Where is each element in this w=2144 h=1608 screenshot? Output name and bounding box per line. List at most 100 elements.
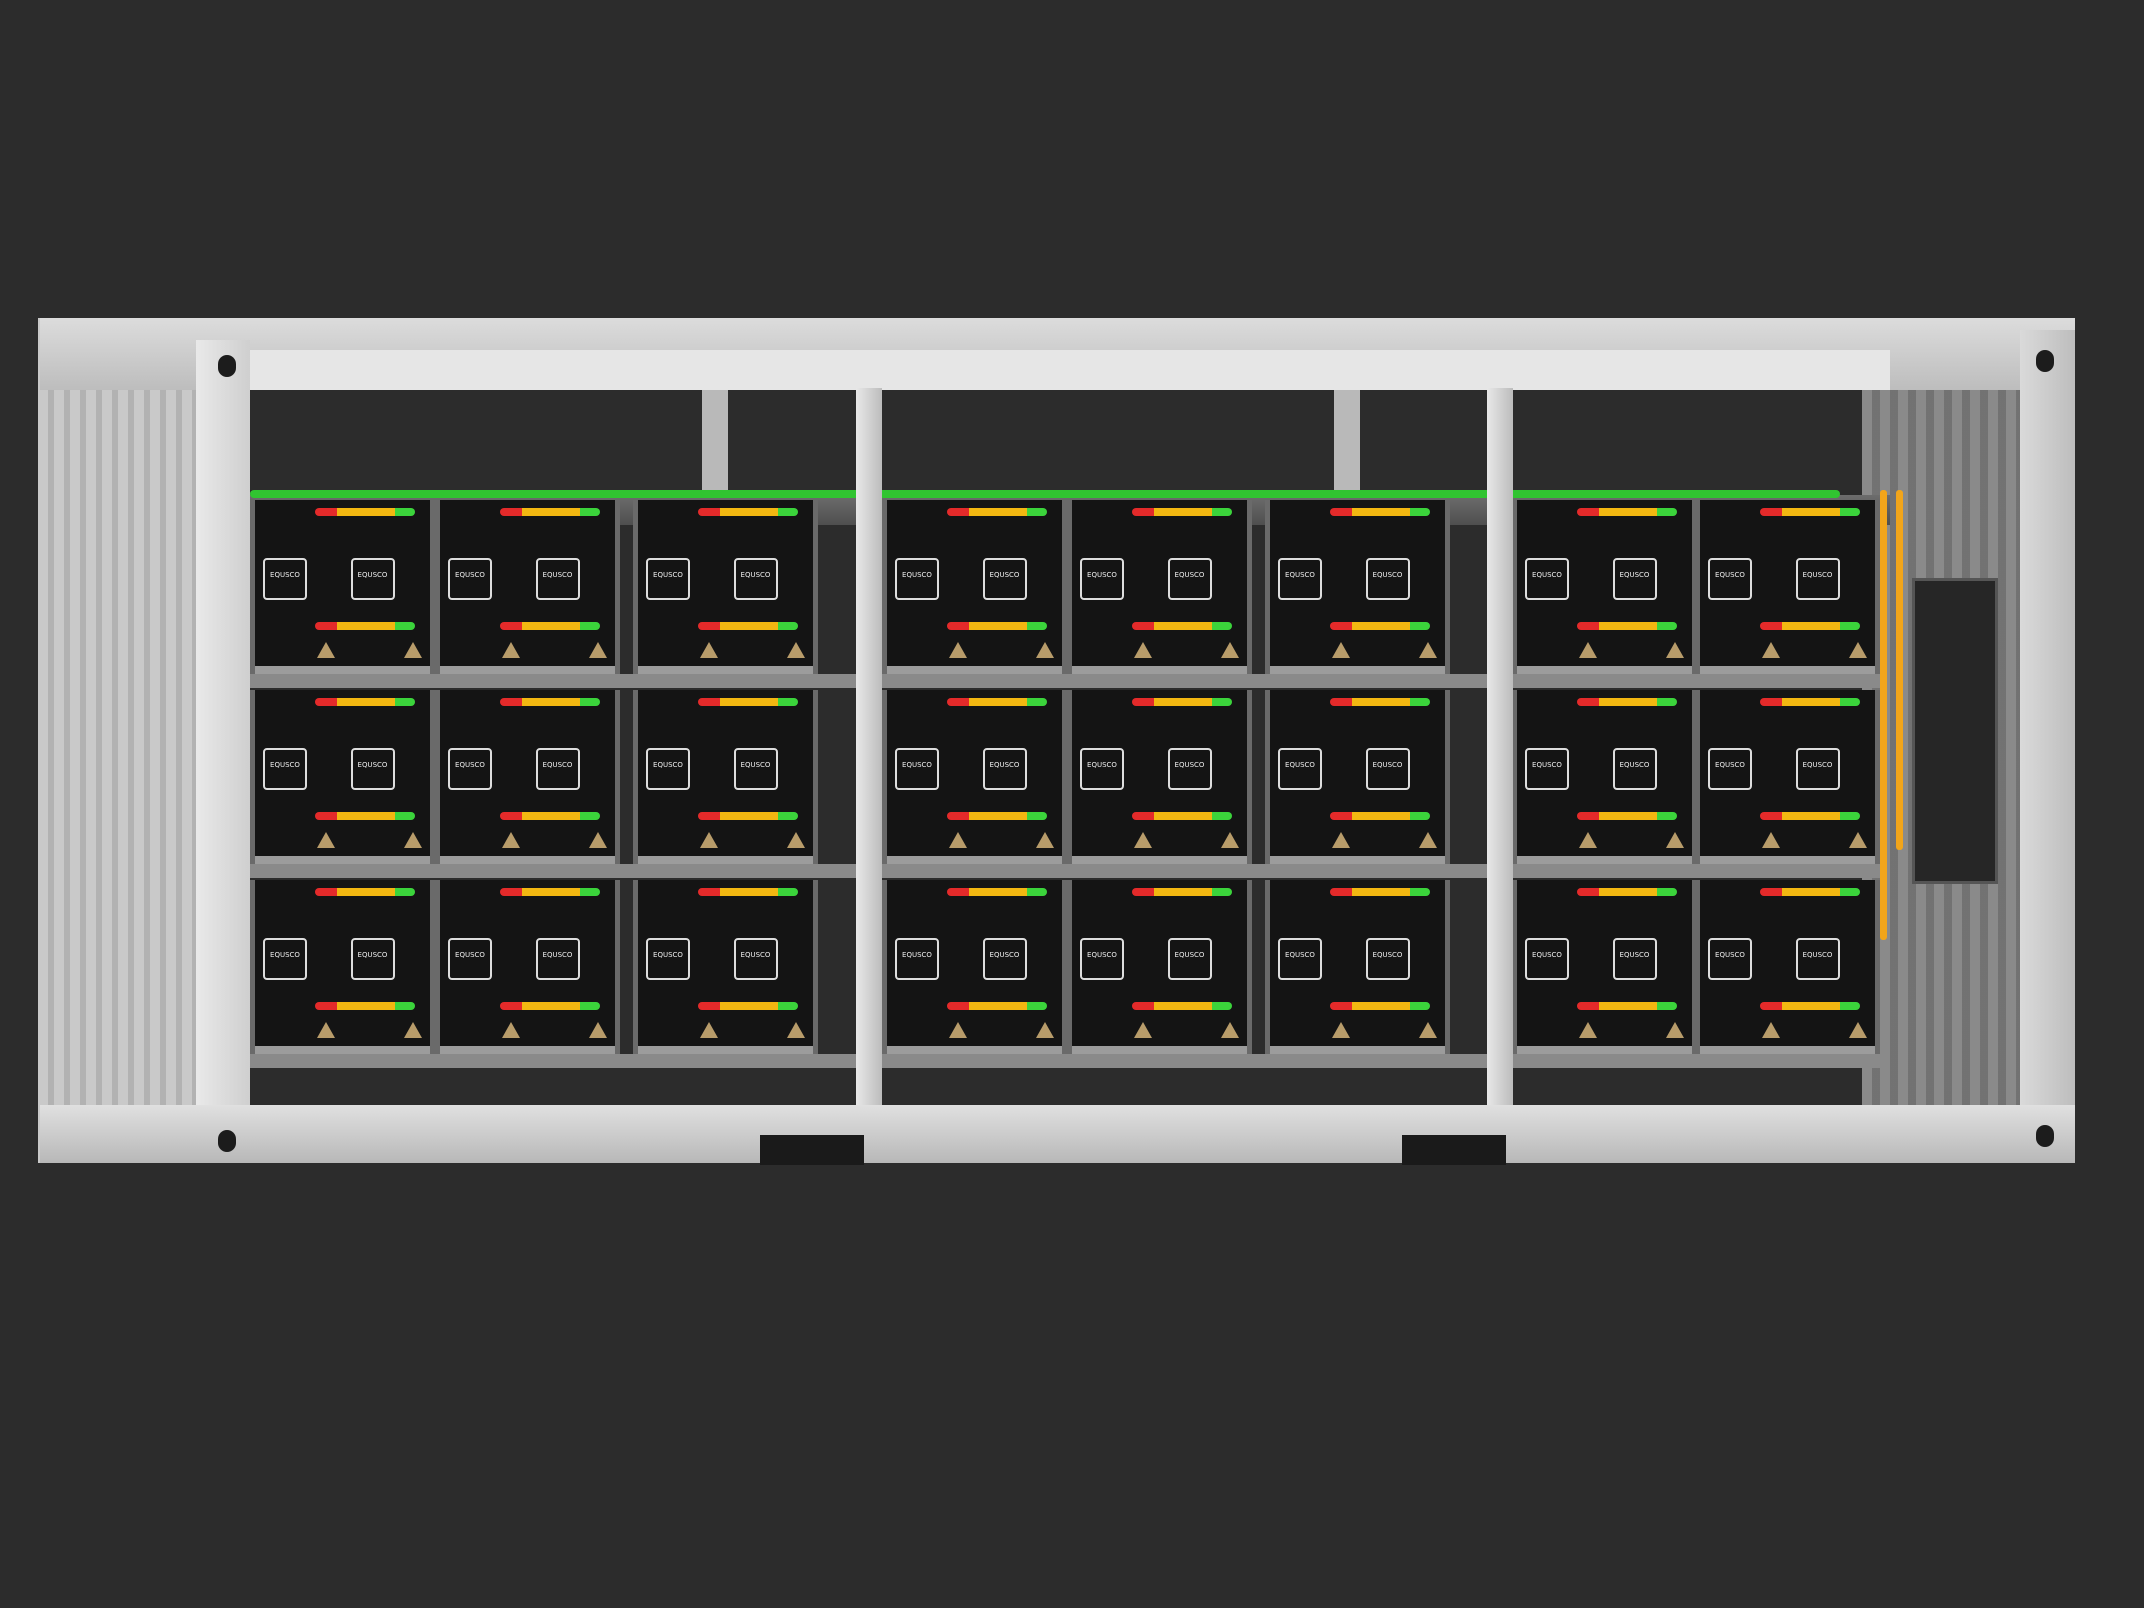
- rack-row: EQUSCO EQUSCO EQUSCO EQUSCO EQUSCO EQUSCO EQUS…: [250, 690, 1890, 878]
- warning-icon: [1036, 642, 1054, 658]
- interconnect-cable: [1330, 508, 1430, 516]
- module-logo: EQUSCO: [535, 938, 580, 980]
- battery-module: EQUSCO: [1358, 910, 1446, 1058]
- module-logo: EQUSCO: [1612, 558, 1657, 600]
- interconnect-cable: [315, 508, 415, 516]
- warning-icon: [589, 832, 607, 848]
- battery-cabinet: EQUSCO EQUSCO: [1695, 880, 1880, 1058]
- battery-module: EQUSCO: [1605, 720, 1693, 868]
- interconnect-cable: [315, 622, 415, 630]
- warning-icon: [316, 1022, 335, 1038]
- battery-cabinet: EQUSCO EQUSCO: [1265, 500, 1450, 678]
- module-logo: EQUSCO: [1795, 558, 1840, 600]
- battery-cabinet: EQUSCO EQUSCO: [633, 880, 818, 1058]
- interconnect-cable: [315, 812, 415, 820]
- interconnect-cable: [698, 1002, 798, 1010]
- battery-module: EQUSCO: [343, 720, 431, 868]
- interconnect-cable: [1330, 812, 1430, 820]
- battery-module: EQUSCO: [1072, 910, 1160, 1058]
- interconnect-cable: [947, 698, 1047, 706]
- battery-module: EQUSCO: [726, 720, 814, 868]
- interconnect-cable: [500, 622, 600, 630]
- module-logo: EQUSCO: [448, 748, 492, 790]
- warning-icon: [1221, 642, 1239, 658]
- module-logo: EQUSCO: [1795, 748, 1840, 790]
- battery-module: EQUSCO: [343, 910, 431, 1058]
- module-logo: EQUSCO: [982, 558, 1027, 600]
- module-logo: EQUSCO: [1708, 748, 1752, 790]
- interconnect-cable: [1577, 812, 1677, 820]
- battery-module: EQUSCO: [528, 530, 616, 678]
- interconnect-cable: [1760, 1002, 1860, 1010]
- battery-module: EQUSCO: [1788, 720, 1876, 868]
- warning-icon: [1849, 832, 1867, 848]
- battery-module: EQUSCO: [1160, 530, 1248, 678]
- module-logo: EQUSCO: [1365, 558, 1410, 600]
- rack-shelf: [250, 1054, 1890, 1068]
- interconnect-cable: [1132, 812, 1232, 820]
- battery-module: EQUSCO: [1270, 720, 1358, 868]
- battery-module: EQUSCO: [887, 530, 975, 678]
- interconnect-cable: [947, 888, 1047, 896]
- warning-icon: [1761, 832, 1780, 848]
- module-logo: EQUSCO: [448, 558, 492, 600]
- warning-icon: [1221, 832, 1239, 848]
- battery-module: EQUSCO: [638, 530, 726, 678]
- module-logo: EQUSCO: [1167, 748, 1212, 790]
- rack-row: EQUSCO EQUSCO EQUSCO EQUSCO EQUSCO EQUSCO EQUS…: [250, 500, 1890, 688]
- battery-module: EQUSCO: [887, 720, 975, 868]
- battery-cabinet: EQUSCO EQUSCO: [1512, 880, 1697, 1058]
- rack-shelf: [250, 864, 1890, 878]
- interconnect-cable: [1132, 622, 1232, 630]
- interconnect-cable: [698, 508, 798, 516]
- warning-icon: [1133, 1022, 1152, 1038]
- battery-module: EQUSCO: [1700, 530, 1788, 678]
- battery-module: EQUSCO: [1788, 530, 1876, 678]
- module-logo: EQUSCO: [535, 558, 580, 600]
- main-cable: [1896, 490, 1903, 850]
- module-logo: EQUSCO: [1278, 558, 1322, 600]
- container-bottom-rail: [40, 1105, 2075, 1163]
- container-top-beam: [250, 350, 1890, 390]
- battery-cabinet: EQUSCO EQUSCO: [882, 690, 1067, 868]
- module-logo: EQUSCO: [1080, 938, 1124, 980]
- interconnect-cable: [1760, 812, 1860, 820]
- battery-module: EQUSCO: [1270, 530, 1358, 678]
- warning-icon: [1331, 1022, 1350, 1038]
- battery-module: EQUSCO: [1605, 910, 1693, 1058]
- interconnect-cable: [947, 622, 1047, 630]
- warning-icon: [699, 1022, 718, 1038]
- battery-module: EQUSCO: [440, 530, 528, 678]
- battery-cabinet: EQUSCO EQUSCO: [1695, 690, 1880, 868]
- interconnect-cable: [698, 622, 798, 630]
- warning-icon: [1666, 832, 1684, 848]
- module-logo: EQUSCO: [1525, 938, 1569, 980]
- battery-cabinet: EQUSCO EQUSCO: [435, 690, 620, 868]
- module-logo: EQUSCO: [1080, 748, 1124, 790]
- rack-row: EQUSCO EQUSCO EQUSCO EQUSCO EQUSCO EQUSCO EQUS…: [250, 880, 1890, 1068]
- interconnect-cable: [315, 888, 415, 896]
- module-logo: EQUSCO: [535, 748, 580, 790]
- interconnect-cable: [1760, 888, 1860, 896]
- warning-icon: [1666, 1022, 1684, 1038]
- interconnect-cable: [1330, 622, 1430, 630]
- interconnect-cable: [1577, 622, 1677, 630]
- battery-module: EQUSCO: [1160, 910, 1248, 1058]
- battery-module: EQUSCO: [1072, 530, 1160, 678]
- warning-icon: [1419, 642, 1437, 658]
- warning-icon: [1133, 642, 1152, 658]
- battery-module: EQUSCO: [440, 720, 528, 868]
- battery-cabinet: EQUSCO EQUSCO: [250, 880, 435, 1058]
- warning-icon: [699, 642, 718, 658]
- battery-module: EQUSCO: [638, 720, 726, 868]
- battery-module: EQUSCO: [1358, 720, 1446, 868]
- warning-icon: [1331, 642, 1350, 658]
- warning-icon: [1849, 642, 1867, 658]
- module-logo: EQUSCO: [646, 748, 690, 790]
- battery-cabinet: EQUSCO EQUSCO: [633, 500, 818, 678]
- battery-module: EQUSCO: [1517, 720, 1605, 868]
- battery-cabinet: EQUSCO EQUSCO: [250, 500, 435, 678]
- battery-module: EQUSCO: [1517, 530, 1605, 678]
- interconnect-cable: [1132, 508, 1232, 516]
- warning-icon: [1133, 832, 1152, 848]
